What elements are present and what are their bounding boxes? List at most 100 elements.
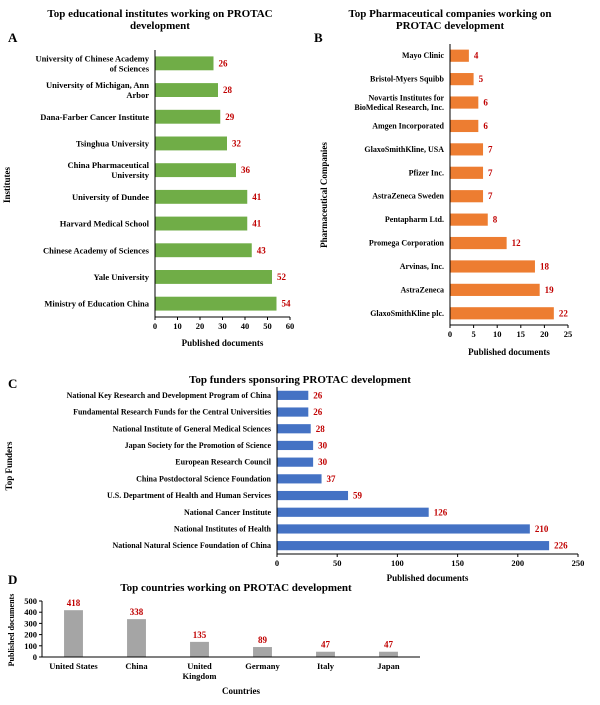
x-tick-label: 20 [196, 321, 205, 331]
data-label: 30 [318, 457, 328, 467]
y-axis-label: Institutes [2, 167, 12, 204]
bar [450, 190, 484, 203]
category-label: Chinese Academy of Sciences [43, 245, 150, 255]
data-label: 6 [483, 98, 488, 108]
data-label: 210 [535, 524, 549, 534]
category-label: Novartis Institutes for [368, 93, 444, 102]
category-label: Yale University [94, 272, 150, 282]
bar [190, 641, 209, 657]
bar [155, 189, 248, 204]
data-label: 41 [252, 192, 262, 202]
category-label: European Research Council [175, 458, 271, 467]
x-tick-label: 5 [471, 329, 475, 339]
y-tick-label: 200 [24, 630, 37, 640]
data-label: 12 [512, 238, 522, 248]
panel-b: B Top Pharmaceutical companies working on… [314, 8, 572, 357]
data-label: 226 [554, 541, 568, 551]
bar [155, 109, 221, 124]
data-label: 43 [257, 245, 267, 255]
data-label: 135 [193, 630, 207, 640]
chart-title: Top funders sponsoring PROTAC developmen… [189, 374, 411, 386]
panel-c: C Top funders sponsoring PROTAC developme… [4, 374, 584, 583]
x-tick-label: 200 [511, 558, 524, 568]
category-label: Kingdom [182, 671, 216, 681]
category-label: Japan [377, 661, 399, 671]
x-tick-label: 10 [493, 329, 502, 339]
bar [155, 243, 252, 258]
data-label: 47 [321, 640, 331, 650]
category-label: University of Dundee [72, 192, 149, 202]
category-label: United States [49, 661, 98, 671]
category-label: China Postdoctoral Science Foundation [136, 474, 271, 483]
bar [379, 651, 398, 657]
x-tick-label: 10 [173, 321, 182, 331]
bar [450, 236, 507, 250]
bar [277, 490, 349, 501]
bar [155, 270, 272, 284]
data-label: 126 [434, 507, 448, 517]
x-tick-label: 50 [263, 321, 272, 331]
data-label: 37 [327, 474, 337, 484]
panel-letter: A [8, 30, 18, 45]
x-tick-label: 50 [333, 558, 342, 568]
chart-title: Top countries working on PROTAC developm… [120, 582, 352, 594]
category-label: Japan Society for the Promotion of Scien… [125, 441, 272, 450]
chart-title: PROTAC development [396, 20, 505, 32]
bar [155, 163, 236, 178]
category-label: China Pharmaceutical [68, 160, 150, 170]
category-label: Germany [245, 661, 280, 671]
bar [127, 619, 146, 657]
category-label: University of Michigan, Ann [46, 80, 149, 90]
bar [450, 96, 479, 109]
data-label: 29 [225, 112, 235, 122]
bar [253, 647, 272, 657]
data-label: 8 [493, 215, 498, 225]
category-label: Harvard Medical School [60, 219, 150, 229]
bar [450, 49, 469, 62]
category-label: AstraZeneca Sweden [372, 192, 444, 201]
y-tick-label: 500 [24, 596, 37, 606]
data-label: 338 [130, 607, 144, 617]
category-label: AstraZeneca [400, 285, 444, 294]
y-tick-label: 0 [33, 652, 37, 662]
bar [450, 307, 554, 320]
category-label: Pfizer Inc. [409, 168, 444, 177]
panel-d: D Top countries working on PROTAC develop… [7, 572, 420, 696]
bar [277, 390, 309, 400]
bar [277, 424, 311, 434]
x-axis-label: Published documents [387, 573, 469, 583]
category-label: National Institutes of Health [174, 524, 272, 533]
data-label: 6 [483, 121, 488, 131]
category-label: Tsinghua University [76, 138, 150, 148]
data-label: 36 [241, 165, 251, 175]
bar [277, 524, 530, 534]
category-label: University of Chinese Academy [35, 53, 149, 63]
panel-letter: C [8, 376, 17, 391]
bar [155, 136, 227, 151]
x-tick-label: 15 [517, 329, 526, 339]
bar [450, 260, 535, 273]
data-label: 4 [474, 51, 479, 61]
data-label: 5 [479, 74, 484, 84]
bar [450, 143, 484, 156]
bar [155, 83, 218, 97]
category-label: GlaxoSmithKline, USA [364, 145, 444, 154]
x-tick-label: 0 [153, 321, 157, 331]
data-label: 32 [232, 138, 242, 148]
category-label: of Sciences [110, 63, 150, 73]
category-label: Amgen Incorporated [372, 121, 444, 130]
bar [277, 407, 309, 417]
panel-letter: B [314, 30, 323, 45]
x-tick-label: 0 [275, 558, 279, 568]
data-label: 30 [318, 440, 328, 450]
data-label: 26 [313, 390, 323, 400]
x-tick-label: 20 [540, 329, 549, 339]
panel-a: A Top educational institutes working on P… [2, 8, 294, 348]
category-label: Arbor [126, 90, 149, 100]
data-label: 89 [258, 635, 268, 645]
category-label: National Natural Science Foundation of C… [113, 541, 271, 550]
data-label: 28 [223, 85, 233, 95]
data-label: 18 [540, 261, 550, 271]
category-label: GlaxoSmithKline plc. [370, 309, 444, 318]
